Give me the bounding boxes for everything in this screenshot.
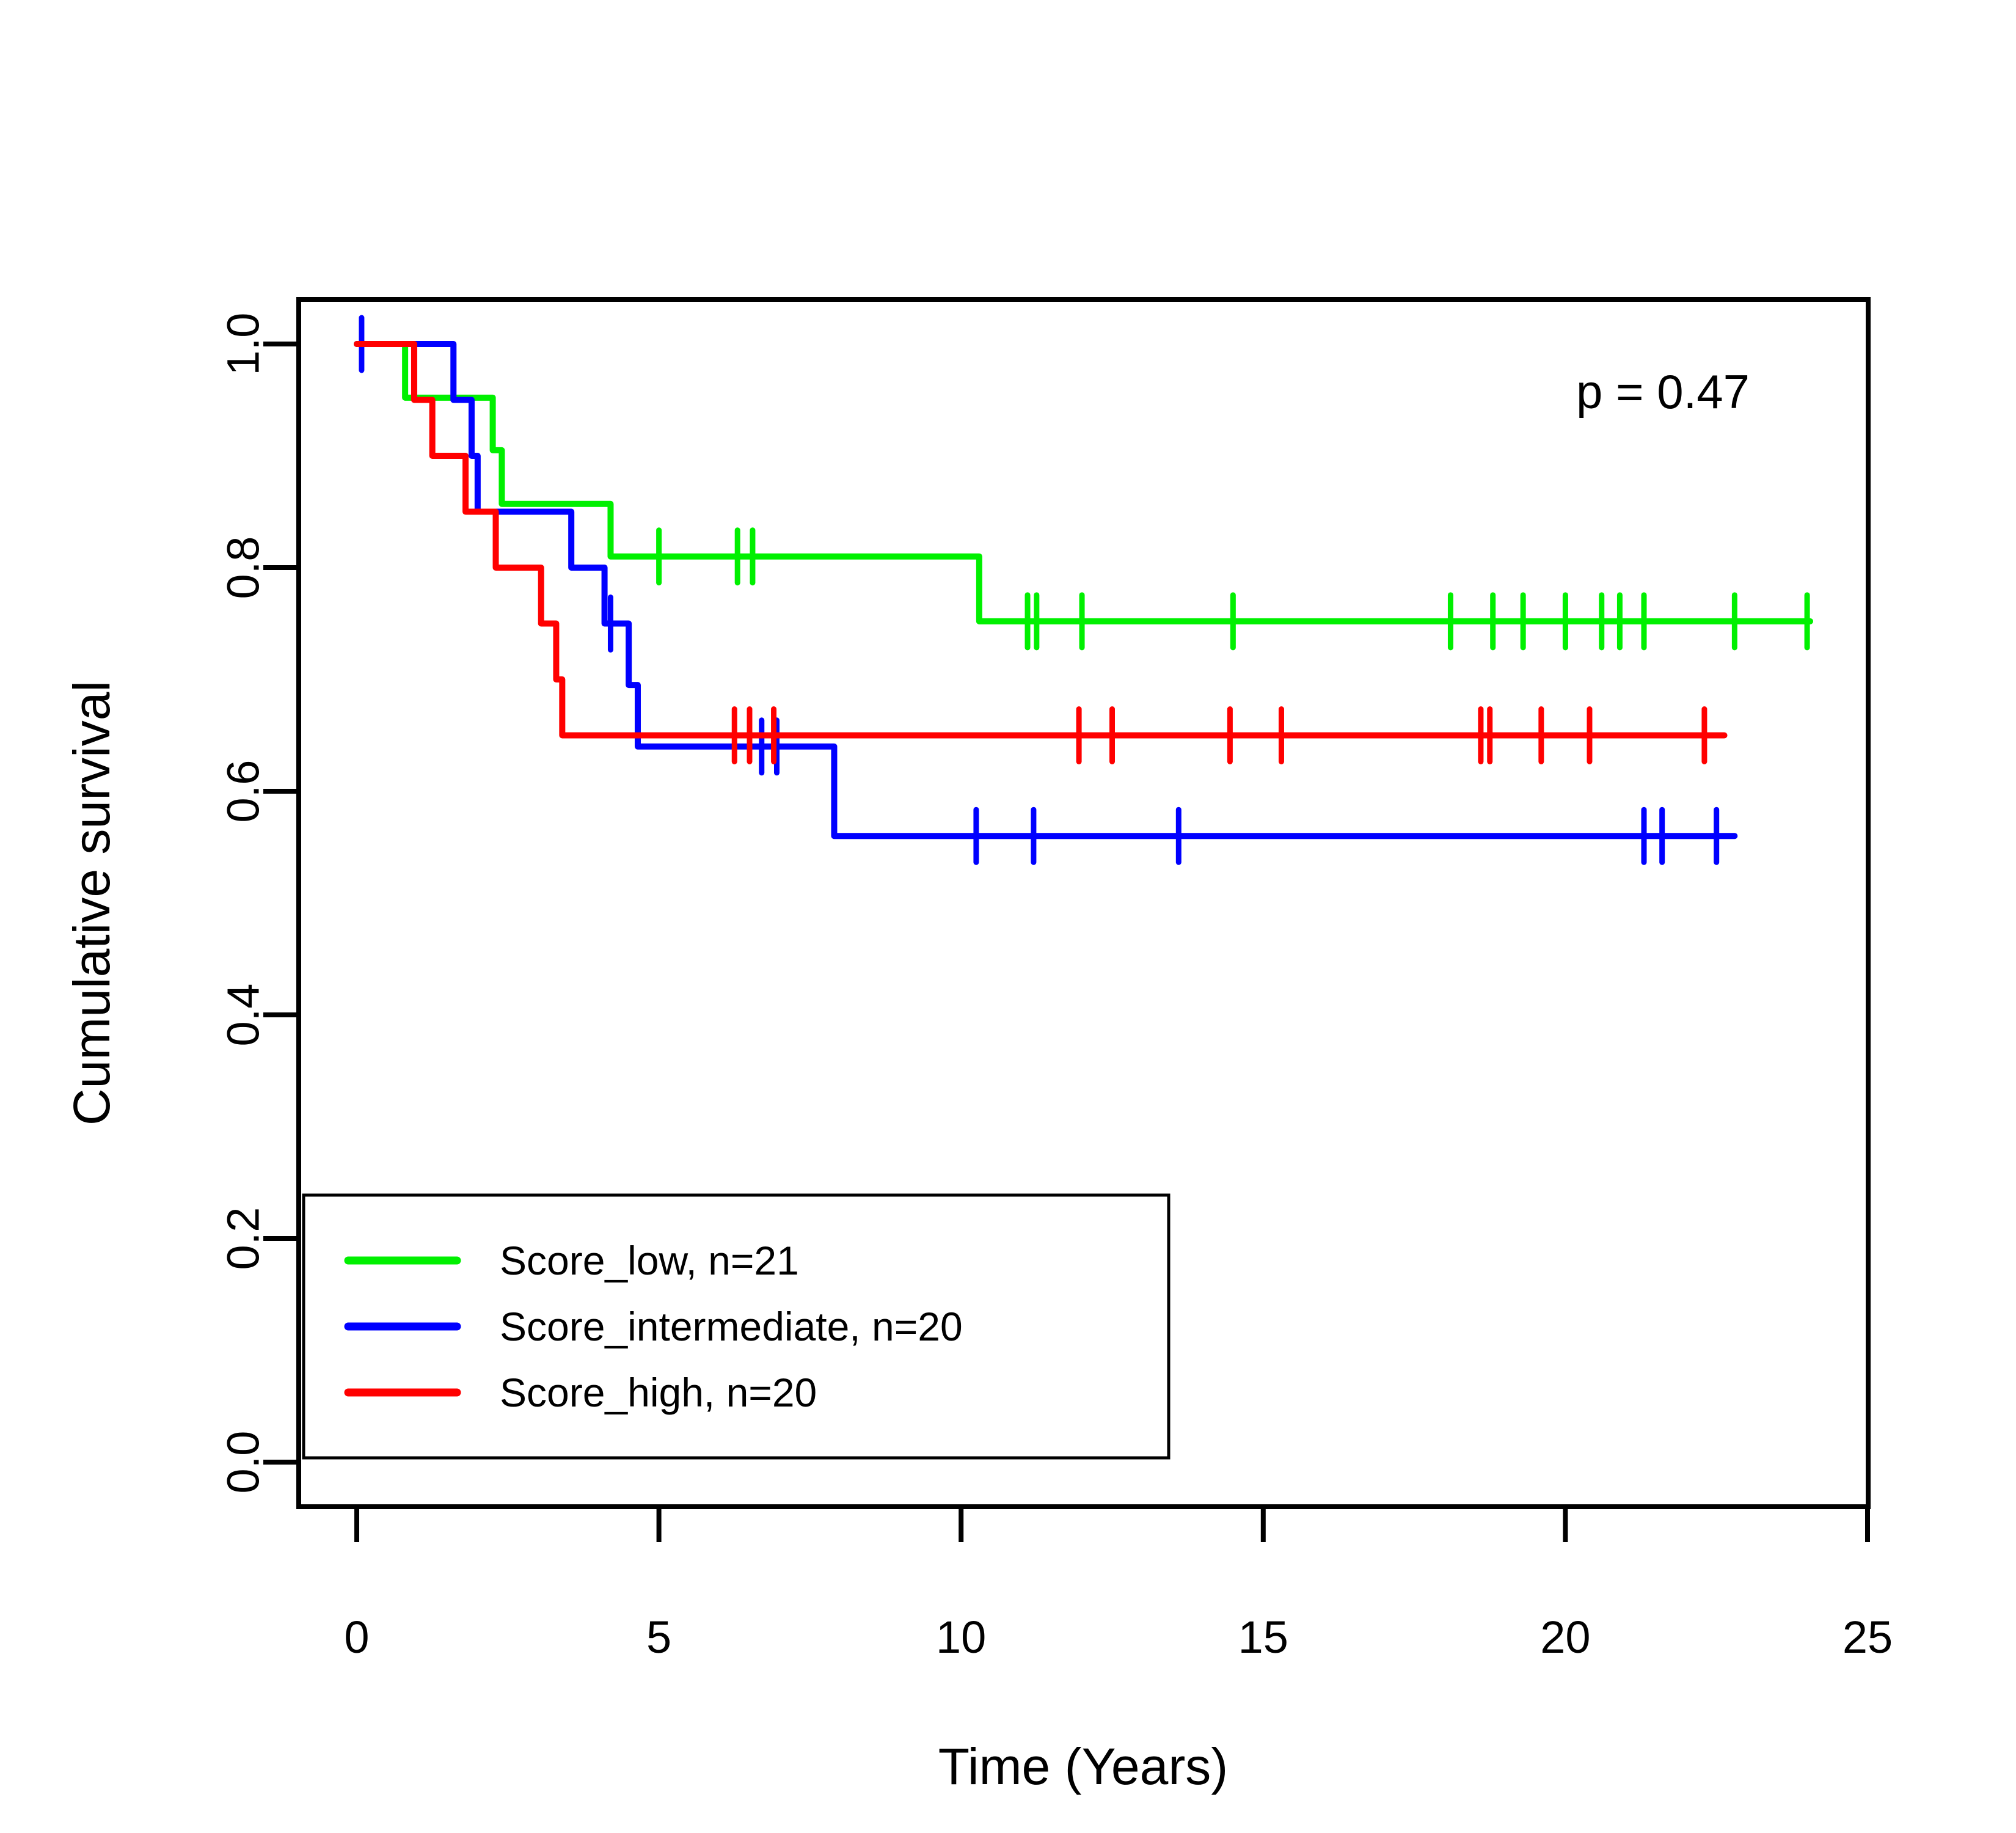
legend-label-score-low: Score_low, n=21 (500, 1238, 799, 1283)
y-axis-title: Cumulative survival (63, 681, 120, 1125)
legend-label-score-intermediate: Score_intermediate, n=20 (500, 1304, 963, 1349)
x-tick-label: 20 (1540, 1612, 1590, 1663)
series-curve-score-intermediate (354, 341, 1738, 840)
y-tick-label: 0.8 (218, 536, 269, 599)
y-tick-label: 1.0 (218, 313, 269, 376)
y-tick-label: 0.6 (218, 760, 269, 823)
y-tick-label: 0.2 (218, 1207, 269, 1270)
y-tick-label: 0.4 (218, 984, 269, 1047)
series-curve-score-low (354, 341, 1814, 624)
series-curve-score-high (354, 341, 1728, 739)
x-tick-label: 15 (1238, 1612, 1288, 1663)
x-tick-label: 5 (646, 1612, 671, 1663)
plot-box (296, 297, 1871, 1509)
x-axis-title: Time (Years) (938, 1738, 1229, 1795)
legend-label-score-high: Score_high, n=20 (500, 1370, 817, 1415)
x-tick-label: 0 (344, 1612, 369, 1663)
p-value-annotation: p = 0.47 (1576, 365, 1750, 419)
y-tick-label: 0.0 (218, 1431, 269, 1494)
x-tick-label: 25 (1843, 1612, 1893, 1663)
x-tick-label: 10 (936, 1612, 986, 1663)
